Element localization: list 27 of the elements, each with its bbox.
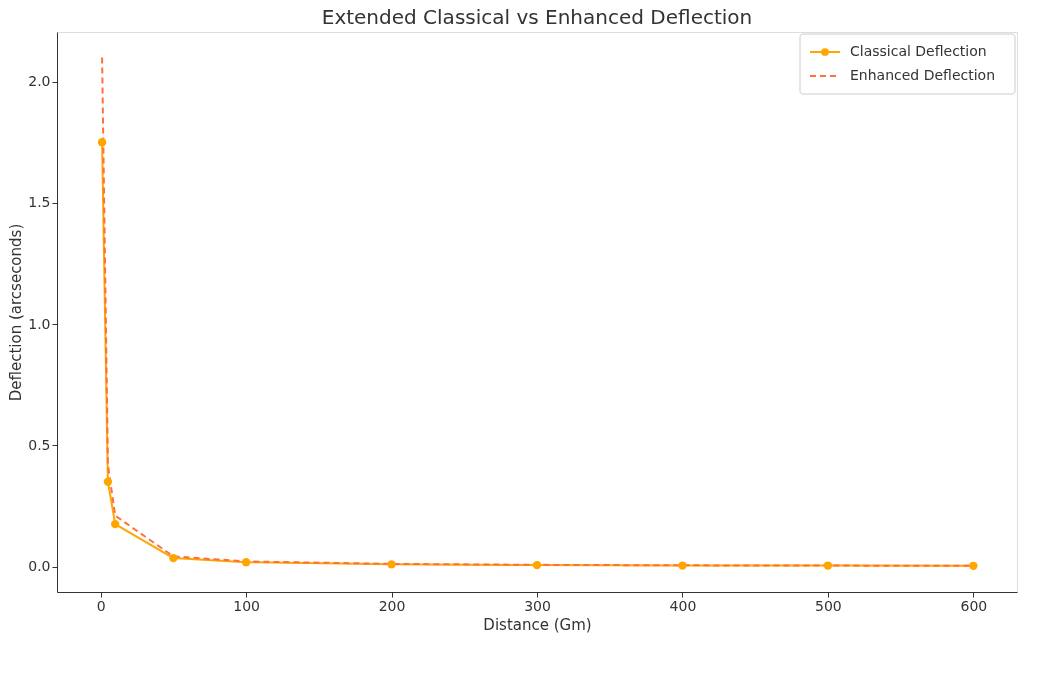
legend-label: Enhanced Deflection (850, 67, 996, 83)
point (823, 561, 833, 570)
point (169, 553, 178, 563)
point (241, 558, 251, 567)
y-tick-label: 0.0 (28, 558, 51, 575)
point (969, 561, 978, 570)
x-tick-label: 0 (96, 597, 106, 614)
y-axis-title: Deflection (arcseconds) (7, 223, 26, 402)
y-tick-label: 1.5 (28, 194, 51, 211)
point (532, 560, 542, 570)
x-tick-label: 400 (669, 597, 697, 614)
x-tick-label: 500 (815, 597, 842, 614)
x-axis-title: Distance (Gm) (483, 615, 592, 634)
point (97, 138, 107, 147)
x-tick-label: 200 (378, 597, 406, 614)
x-tick-label: 600 (960, 597, 988, 614)
point (678, 561, 687, 570)
chart-title: Extended Classical vs Enhanced Deflection (321, 5, 753, 29)
y-tick-label: 1.0 (28, 315, 51, 332)
point (103, 477, 113, 486)
point (387, 560, 396, 569)
legend-label: Classical Deflection (850, 43, 987, 59)
point (111, 519, 120, 529)
x-tick-label: 300 (524, 597, 551, 614)
y-tick-label: 2.0 (28, 73, 51, 90)
y-tick-label: 0.5 (28, 436, 51, 453)
x-tick-label: 100 (233, 597, 260, 614)
